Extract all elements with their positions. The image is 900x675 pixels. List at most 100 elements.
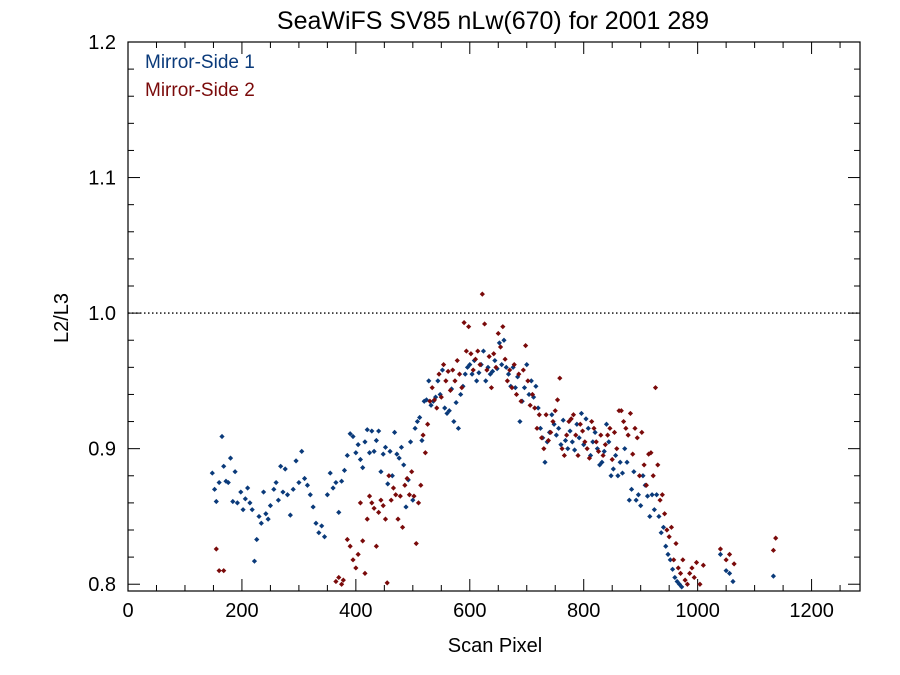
data-point bbox=[521, 385, 528, 391]
data-point bbox=[512, 385, 518, 391]
data-point bbox=[532, 405, 538, 411]
data-point bbox=[687, 570, 693, 576]
data-point bbox=[404, 475, 410, 482]
data-point bbox=[219, 433, 225, 440]
data-point bbox=[232, 469, 238, 475]
data-point bbox=[684, 581, 690, 587]
data-point bbox=[249, 507, 255, 513]
data-point bbox=[677, 570, 684, 576]
data-point bbox=[385, 481, 391, 487]
y-tick-label: 0.9 bbox=[88, 439, 116, 461]
data-point bbox=[307, 492, 313, 498]
data-point bbox=[284, 492, 291, 498]
data-point bbox=[360, 538, 366, 544]
data-point bbox=[390, 485, 397, 491]
data-point bbox=[313, 520, 319, 526]
data-point bbox=[402, 482, 408, 488]
data-point bbox=[280, 489, 286, 495]
data-point bbox=[628, 486, 635, 492]
data-point bbox=[523, 343, 529, 349]
data-point bbox=[436, 371, 442, 377]
data-point bbox=[624, 459, 630, 465]
data-point bbox=[438, 394, 444, 400]
x-tick-label: 1000 bbox=[675, 600, 720, 622]
data-point bbox=[533, 383, 539, 389]
data-point bbox=[669, 566, 676, 572]
data-point bbox=[730, 578, 736, 585]
data-point bbox=[566, 418, 572, 425]
data-point bbox=[579, 428, 586, 434]
data-point bbox=[411, 493, 417, 499]
y-tick-label: 1.0 bbox=[88, 303, 116, 325]
data-point bbox=[536, 412, 542, 418]
data-point bbox=[267, 503, 274, 509]
data-point bbox=[689, 565, 695, 571]
data-point bbox=[366, 450, 373, 456]
data-point bbox=[507, 367, 513, 373]
data-point bbox=[406, 492, 413, 498]
data-point bbox=[324, 492, 330, 498]
legend-label-mirror-side-2: Mirror-Side 2 bbox=[145, 80, 255, 101]
data-point bbox=[723, 557, 729, 563]
data-point bbox=[770, 547, 777, 553]
data-point bbox=[648, 450, 654, 456]
data-point bbox=[641, 462, 647, 468]
data-point bbox=[635, 492, 642, 498]
x-tick-label: 800 bbox=[567, 600, 600, 622]
data-point bbox=[573, 432, 579, 438]
data-point bbox=[626, 497, 632, 503]
data-point bbox=[643, 482, 649, 488]
data-point bbox=[403, 504, 409, 510]
data-point bbox=[350, 557, 356, 563]
data-point bbox=[489, 368, 496, 374]
data-point bbox=[355, 442, 361, 448]
data-point bbox=[418, 482, 424, 488]
data-point bbox=[578, 410, 585, 417]
data-point bbox=[524, 362, 530, 368]
data-point bbox=[265, 516, 271, 522]
data-point bbox=[486, 353, 492, 360]
data-point bbox=[393, 492, 399, 498]
data-point bbox=[412, 425, 418, 431]
data-point bbox=[245, 485, 251, 491]
data-point bbox=[357, 456, 364, 463]
data-point bbox=[394, 451, 400, 457]
data-point bbox=[447, 387, 454, 393]
data-point bbox=[561, 452, 567, 459]
data-point bbox=[413, 540, 419, 547]
data-point bbox=[373, 437, 379, 444]
data-point bbox=[581, 442, 587, 448]
data-point bbox=[618, 408, 624, 414]
data-point bbox=[256, 513, 262, 520]
x-axis-ticks: 0 200 400 600 800 1000 1200 bbox=[122, 42, 841, 622]
data-point bbox=[632, 425, 638, 431]
data-point bbox=[492, 357, 498, 364]
data-point bbox=[603, 421, 610, 427]
data-point bbox=[504, 378, 510, 384]
data-point bbox=[378, 497, 384, 503]
data-point bbox=[658, 530, 664, 536]
data-point bbox=[655, 462, 661, 468]
data-point bbox=[550, 418, 556, 425]
data-point bbox=[606, 439, 612, 445]
data-point bbox=[636, 473, 643, 479]
data-point bbox=[386, 473, 392, 479]
data-point bbox=[399, 524, 406, 530]
data-point bbox=[369, 500, 375, 506]
data-point bbox=[495, 330, 501, 337]
data-point bbox=[560, 417, 566, 423]
data-point bbox=[570, 412, 577, 418]
data-point bbox=[535, 405, 541, 411]
data-point bbox=[731, 561, 737, 567]
data-point bbox=[242, 496, 248, 502]
data-point bbox=[273, 479, 279, 486]
data-point bbox=[672, 574, 678, 581]
data-point bbox=[567, 428, 573, 434]
data-point bbox=[484, 367, 490, 373]
data-point bbox=[463, 348, 469, 354]
data-point bbox=[726, 570, 733, 576]
data-point bbox=[697, 581, 703, 587]
data-point bbox=[520, 367, 526, 373]
data-point bbox=[598, 432, 604, 438]
data-point bbox=[660, 524, 667, 530]
